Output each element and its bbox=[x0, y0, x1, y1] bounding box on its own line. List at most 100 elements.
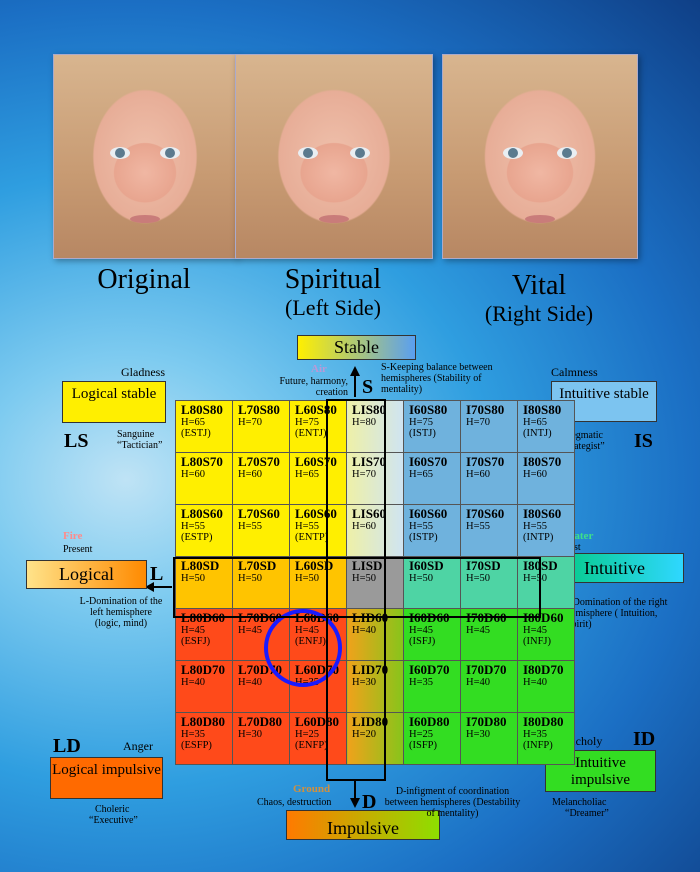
cell-h-value: H=55 bbox=[181, 521, 206, 532]
cell-code: LIS80 bbox=[352, 402, 386, 417]
cell-code: L80D80 bbox=[181, 714, 226, 729]
axis-l-letter: L bbox=[150, 563, 164, 585]
is-temp: Phlegmatic bbox=[558, 430, 603, 441]
cell-code: L60SD bbox=[295, 558, 334, 573]
cell-h-value: H=50 bbox=[466, 573, 491, 584]
cell-type: (ISTJ) bbox=[409, 428, 436, 439]
grid-cell: I70S70 H=60 bbox=[460, 452, 518, 505]
cell-h-value: H=35 bbox=[295, 677, 320, 688]
grid-cell: I70D80 H=30 bbox=[460, 712, 518, 765]
note-d: D-infigment of coordination between hemi… bbox=[384, 786, 521, 819]
grid-cell: L80D80 H=35 (ESFP) bbox=[175, 712, 233, 765]
air-text: Future, harmony, creation bbox=[279, 376, 348, 398]
fire-text: Present bbox=[63, 544, 93, 555]
grid-cell: L60D70 H=35 bbox=[289, 660, 347, 713]
cell-h-value: H=50 bbox=[409, 573, 434, 584]
cell-h-value: H=35 bbox=[523, 729, 548, 740]
cell-h-value: H=60 bbox=[352, 521, 377, 532]
cell-h-value: H=70 bbox=[466, 417, 491, 428]
cell-type: (ISTP) bbox=[409, 532, 438, 543]
grid-cell: I80S60 H=55 (INTP) bbox=[517, 504, 575, 557]
cell-h-value: H=55 bbox=[238, 521, 263, 532]
cell-code: I80D70 bbox=[523, 662, 564, 677]
water-label: Water bbox=[564, 530, 594, 542]
cell-type: (ISFP) bbox=[409, 740, 438, 751]
cell-h-value: H=40 bbox=[238, 677, 263, 688]
cell-code: LIS70 bbox=[352, 454, 386, 469]
grid-cell: LID80 H=20 bbox=[346, 712, 404, 765]
cell-code: I80D60 bbox=[523, 610, 564, 625]
cell-h-value: H=65 bbox=[523, 417, 548, 428]
grid-cell: LISD H=50 bbox=[346, 556, 404, 609]
cell-code: I60S70 bbox=[409, 454, 448, 469]
cell-h-value: H=30 bbox=[238, 729, 263, 740]
cell-h-value: H=30 bbox=[352, 677, 377, 688]
cell-code: I60S60 bbox=[409, 506, 448, 521]
cell-h-value: H=60 bbox=[181, 469, 206, 480]
grid-cell: I80D70 H=40 bbox=[517, 660, 575, 713]
grid-cell: I60S80 H=75 (ISTJ) bbox=[403, 400, 461, 453]
grid-cell: L80S60 H=55 (ESTP) bbox=[175, 504, 233, 557]
cell-h-value: H=60 bbox=[466, 469, 491, 480]
grid-cell: I70S80 H=70 bbox=[460, 400, 518, 453]
grid-cell: I80D80 H=35 (INFP) bbox=[517, 712, 575, 765]
cell-h-value: H=45 bbox=[466, 625, 491, 636]
grid-cell: I80SD H=50 bbox=[517, 556, 575, 609]
ground-label: Ground bbox=[293, 783, 331, 795]
photo-original bbox=[53, 54, 237, 259]
cell-h-value: H=50 bbox=[352, 573, 377, 584]
cell-code: I80S80 bbox=[523, 402, 562, 417]
id-box: Intuitive impulsive bbox=[545, 750, 656, 792]
grid-cell: I80S70 H=60 bbox=[517, 452, 575, 505]
grid-cell: L80SD H=50 bbox=[175, 556, 233, 609]
grid-cell: L70S80 H=70 bbox=[232, 400, 290, 453]
cell-h-value: H=80 bbox=[352, 417, 377, 428]
cell-h-value: H=65 bbox=[181, 417, 206, 428]
grid-row: L80S60 H=55 (ESTP) L70S60 H=55 L60S60 H=55 (ENT… bbox=[175, 504, 575, 557]
cell-type: (ESFJ) bbox=[181, 636, 211, 647]
cell-code: LISD bbox=[352, 558, 383, 573]
impulsive-label: Impulsive bbox=[286, 810, 440, 840]
grid-row: L80D70 H=40 L70D70 H=40 L60D70 H=35 LID70 H=30 I… bbox=[175, 660, 575, 713]
ld-temp: Choleric bbox=[95, 804, 130, 815]
cell-h-value: H=35 bbox=[181, 729, 206, 740]
grid-cell: L80D70 H=40 bbox=[175, 660, 233, 713]
cell-code: LID80 bbox=[352, 714, 389, 729]
note-s: S-Keeping balance between hemispheres (S… bbox=[381, 362, 493, 395]
grid-cell: L60S60 H=55 (ENTP) bbox=[289, 504, 347, 557]
id-temp: Melancholiac bbox=[552, 797, 607, 808]
ls-role: “Tactician” bbox=[117, 440, 163, 451]
photo-spiritual bbox=[235, 54, 433, 259]
id-code: ID bbox=[633, 728, 656, 750]
ground-text: Chaos, destruction bbox=[257, 797, 332, 808]
cell-code: L80S80 bbox=[181, 402, 223, 417]
cell-code: I70S70 bbox=[466, 454, 505, 469]
cell-type: (INTJ) bbox=[523, 428, 552, 439]
note-i: I-Domination of the right hemisphere ( I… bbox=[566, 597, 668, 630]
grid-cell: LIS70 H=70 bbox=[346, 452, 404, 505]
cell-type: (ESTJ) bbox=[181, 428, 211, 439]
cell-code: LID70 bbox=[352, 662, 389, 677]
axis-s-letter: S bbox=[362, 376, 374, 398]
caption-spiritual: Spiritual (Left Side) bbox=[284, 264, 382, 321]
cell-h-value: H=50 bbox=[295, 573, 320, 584]
cell-h-value: H=45 bbox=[238, 625, 263, 636]
air-label: Air bbox=[311, 363, 327, 375]
cell-type: (INFP) bbox=[523, 740, 553, 751]
cell-h-value: H=40 bbox=[181, 677, 206, 688]
highlight-circle bbox=[264, 609, 342, 687]
cell-h-value: H=55 bbox=[523, 521, 548, 532]
cell-h-value: H=75 bbox=[409, 417, 434, 428]
cell-type: (ESTP) bbox=[181, 532, 213, 543]
grid-cell: LIS60 H=60 bbox=[346, 504, 404, 557]
cell-code: I70S80 bbox=[466, 402, 505, 417]
cell-code: I70D80 bbox=[466, 714, 507, 729]
logical-label: Logical bbox=[26, 560, 147, 589]
grid-cell: LID70 H=30 bbox=[346, 660, 404, 713]
cell-code: L70D80 bbox=[238, 714, 283, 729]
photo-vital bbox=[442, 54, 638, 259]
id-role: “Dreamer” bbox=[565, 808, 609, 819]
cell-code: L80SD bbox=[181, 558, 220, 573]
cell-code: I80D80 bbox=[523, 714, 564, 729]
cell-code: L60D80 bbox=[295, 714, 340, 729]
